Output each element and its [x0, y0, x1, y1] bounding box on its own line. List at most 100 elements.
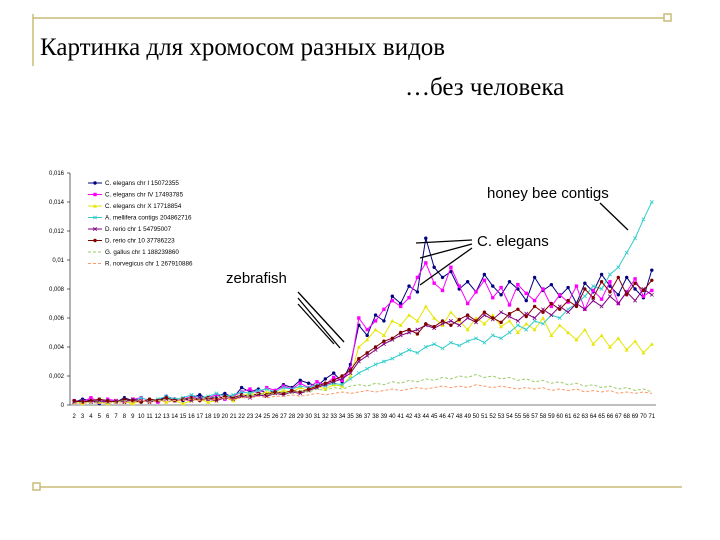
series-line	[74, 384, 652, 405]
x-tick-label: 14	[171, 414, 178, 420]
x-tick-label: 67	[615, 414, 622, 420]
point	[256, 388, 261, 393]
point	[415, 332, 420, 336]
legend-label: G. gallus chr 1 188239860	[105, 249, 179, 256]
point	[649, 200, 654, 204]
x-tick-label: 61	[565, 414, 572, 420]
point	[549, 313, 554, 318]
point	[591, 284, 596, 289]
point	[457, 343, 462, 348]
x-tick-label: 5	[98, 414, 102, 420]
point	[424, 322, 428, 326]
point	[449, 265, 453, 269]
x-tick-label: 41	[397, 414, 404, 420]
point	[440, 321, 445, 326]
point	[415, 290, 420, 294]
x-tick-label: 54	[506, 414, 513, 420]
x-tick-label: 46	[439, 414, 446, 420]
point	[474, 319, 478, 323]
y-tick-label: 0,012	[49, 229, 65, 235]
x-tick-label: 40	[389, 414, 396, 420]
point	[616, 301, 621, 306]
annotations	[297, 202, 629, 349]
point	[540, 316, 545, 320]
point	[549, 304, 554, 309]
point	[423, 304, 428, 308]
x-tick-label: 28	[288, 414, 295, 420]
x-tick-label: 9	[131, 414, 135, 420]
point	[139, 395, 144, 400]
x-tick-label: 37	[364, 414, 371, 420]
point	[440, 323, 445, 327]
x-tick-label: 65	[598, 414, 605, 420]
point	[490, 313, 495, 317]
point	[264, 389, 269, 394]
point	[499, 324, 504, 329]
point	[616, 265, 621, 270]
point	[482, 272, 487, 277]
x-tick-label: 22	[238, 414, 245, 420]
point	[448, 310, 453, 314]
x-tick-label: 71	[648, 414, 655, 420]
point	[373, 347, 378, 352]
point	[558, 307, 562, 311]
point	[332, 375, 336, 380]
point	[599, 297, 604, 301]
point	[608, 290, 612, 294]
x-tick-label: 36	[355, 414, 362, 420]
point	[407, 347, 412, 352]
point	[348, 371, 353, 376]
point	[80, 400, 85, 404]
point	[130, 401, 135, 406]
legend-label: C. elegans chr X 17718854	[105, 203, 182, 210]
x-tick-label: 8	[123, 414, 127, 420]
slide-decoration	[32, 13, 682, 491]
point	[633, 287, 637, 291]
x-tick-label: 20	[222, 414, 229, 420]
point	[72, 398, 76, 403]
point	[499, 320, 503, 325]
point	[147, 397, 152, 401]
point	[516, 307, 520, 311]
point	[641, 294, 646, 298]
point	[189, 392, 194, 397]
point	[532, 316, 537, 320]
point	[398, 323, 403, 327]
point	[365, 333, 369, 338]
point	[624, 250, 629, 255]
point	[365, 366, 370, 371]
point	[507, 303, 512, 307]
x-tick-label: 56	[523, 414, 530, 420]
x-tick-label: 23	[247, 414, 254, 420]
y-tick-label: 0,004	[49, 345, 65, 351]
point	[381, 359, 386, 364]
slide-title: Картинка для хромосом разных видов	[40, 34, 445, 61]
point	[381, 342, 386, 347]
point	[650, 288, 654, 293]
x-tick-label: 58	[540, 414, 547, 420]
point	[524, 298, 528, 303]
point	[465, 313, 470, 317]
point	[557, 323, 562, 327]
point	[332, 371, 336, 375]
point	[624, 347, 629, 352]
point	[223, 391, 227, 396]
point	[390, 298, 394, 303]
point	[432, 342, 437, 347]
point	[457, 317, 461, 322]
point	[515, 323, 520, 328]
x-tick-label: 44	[422, 414, 429, 420]
y-tick-label: 0,01	[52, 258, 64, 264]
legend-marker	[93, 215, 97, 220]
point	[558, 293, 562, 297]
x-tick-label: 57	[531, 414, 538, 420]
slide-subtitle: …без человека	[405, 74, 564, 101]
point	[457, 323, 462, 328]
legend-label: C. elegans chr I 15072355	[105, 180, 179, 187]
point	[415, 275, 420, 280]
point	[607, 272, 612, 277]
point	[340, 384, 345, 388]
point	[641, 217, 646, 222]
legend-marker	[93, 204, 97, 208]
point	[164, 400, 169, 404]
